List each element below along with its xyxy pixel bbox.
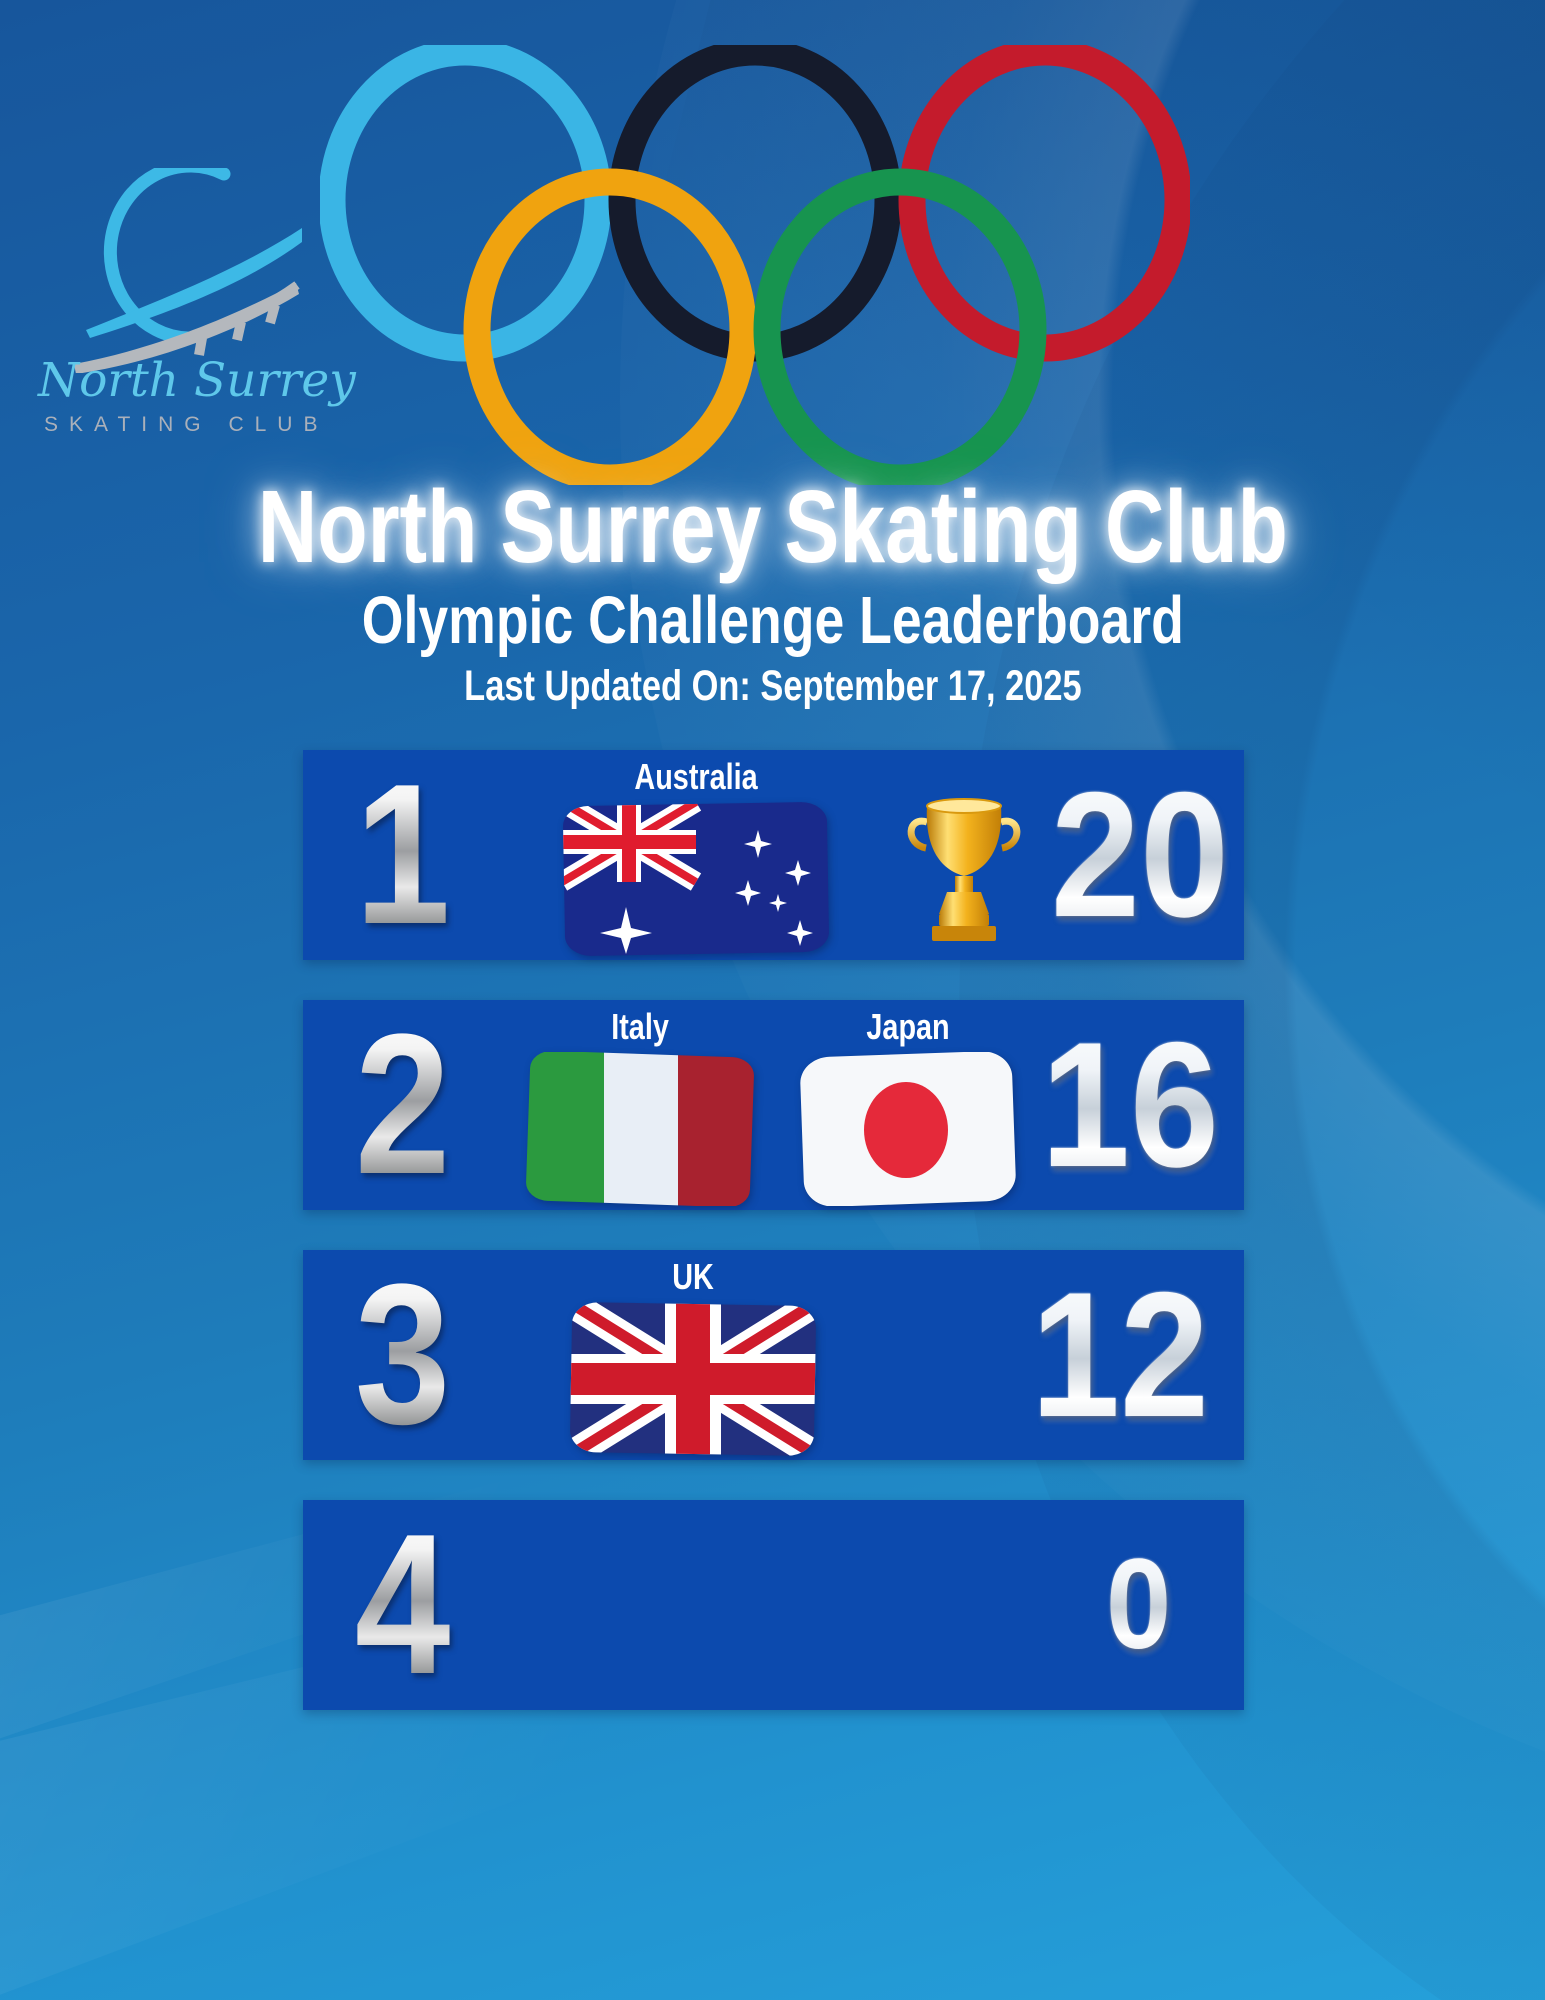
rank-number: 4 <box>355 1493 451 1716</box>
score-value: 12 <box>1030 1255 1210 1454</box>
country-label: UK <box>672 1256 714 1297</box>
page-subtitle: Olympic Challenge Leaderboard <box>0 582 1545 659</box>
page-title-text: North Surrey Skating Club <box>257 469 1288 584</box>
olympic-rings-icon <box>320 45 1190 485</box>
trophy-icon <box>901 792 1026 952</box>
rank-number: 2 <box>355 993 451 1216</box>
last-updated-text: Last Updated On: September 17, 2025 <box>463 662 1082 710</box>
country-entry: Japan <box>798 1008 1018 1206</box>
leaderboard: 1 Australia <box>303 750 1244 1750</box>
japan-flag <box>800 1051 1016 1206</box>
score-value: 20 <box>1050 755 1230 954</box>
leaderboard-row-4: 4 0 <box>303 1500 1244 1710</box>
leaderboard-row-2: 2 Italy Japan <box>303 1000 1244 1210</box>
country-label: Italy <box>611 1006 669 1047</box>
logo-script-name: North Surrey <box>38 353 356 408</box>
rank-number: 3 <box>355 1243 451 1466</box>
logo-caps-name: SKATING CLUB <box>44 413 329 436</box>
country-label: Australia <box>634 756 758 797</box>
italy-flag <box>526 1051 754 1206</box>
club-logo: North Surrey SKATING CLUB <box>38 168 356 437</box>
skate-blade-icon <box>74 168 302 373</box>
country-entry: UK <box>568 1258 818 1456</box>
leaderboard-row-1: 1 Australia <box>303 750 1244 960</box>
australia-flag <box>562 801 830 956</box>
leaderboard-row-3: 3 UK 12 <box>303 1250 1244 1460</box>
country-entry: Australia <box>561 758 831 956</box>
last-updated: Last Updated On: September 17, 2025 <box>0 662 1545 711</box>
uk-flag <box>569 1301 817 1456</box>
score-value: 0 <box>1106 1533 1172 1676</box>
score-value: 16 <box>1040 1005 1220 1204</box>
rank-number: 1 <box>355 743 451 966</box>
country-entry: Italy <box>525 1008 755 1206</box>
page-subtitle-text: Olympic Challenge Leaderboard <box>361 583 1184 658</box>
country-label: Japan <box>866 1006 950 1047</box>
page-title: North Surrey Skating Club <box>0 468 1545 586</box>
